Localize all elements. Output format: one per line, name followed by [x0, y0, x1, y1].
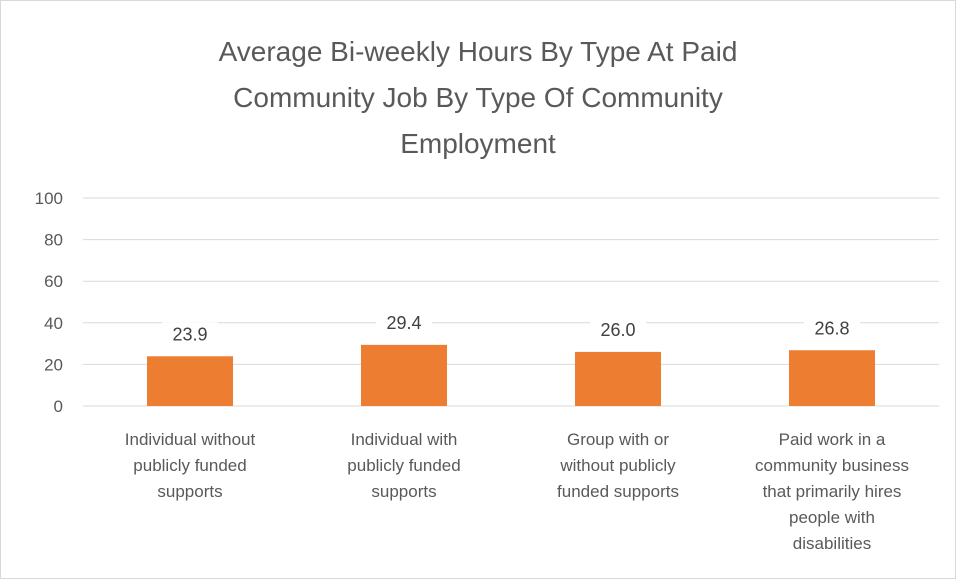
category-label: disabilities: [793, 534, 871, 553]
chart-title-line: Community Job By Type Of Community: [233, 82, 723, 113]
bar: [361, 344, 447, 406]
y-tick-label: 0: [54, 397, 63, 416]
data-label-background: [376, 310, 432, 335]
chart-title-line: Average Bi-weekly Hours By Type At Paid: [219, 36, 738, 67]
data-label-background: [590, 317, 646, 342]
category-label: Paid work in a: [779, 430, 886, 449]
data-label: 23.9: [172, 324, 207, 344]
data-label-background: [804, 316, 860, 341]
data-label: 26.0: [600, 320, 635, 340]
bar: [575, 351, 661, 406]
category-label: publicly funded: [347, 456, 460, 475]
y-axis-ticks: 0 20 40 60 80 100: [35, 189, 63, 416]
category-label: funded supports: [557, 482, 679, 501]
category-label: supports: [371, 482, 436, 501]
data-labels: 23.9 29.4 26.0 26.8: [162, 310, 860, 347]
data-label: 29.4: [386, 313, 421, 333]
y-tick-label: 100: [35, 189, 63, 208]
data-label-background: [162, 322, 218, 347]
category-label: Individual without: [125, 430, 256, 449]
y-tick-label: 60: [44, 272, 63, 291]
category-label: that primarily hires: [763, 482, 902, 501]
y-tick-label: 20: [44, 355, 63, 374]
bar: [147, 356, 233, 406]
chart-title-line: Employment: [400, 128, 556, 159]
category-label: Group with or: [567, 430, 669, 449]
category-label: Individual with: [351, 430, 458, 449]
data-label: 26.8: [814, 318, 849, 338]
y-tick-label: 80: [44, 231, 63, 250]
chart-title: Average Bi-weekly Hours By Type At Paid C…: [219, 36, 738, 159]
category-labels: Individual without publicly funded support…: [125, 430, 909, 553]
y-tick-label: 40: [44, 314, 63, 333]
bars: [147, 344, 875, 406]
category-label: publicly funded: [133, 456, 246, 475]
category-label: people with: [789, 508, 875, 527]
category-label: supports: [157, 482, 222, 501]
category-label: without publicly: [559, 456, 676, 475]
bar: [789, 350, 875, 406]
category-label: community business: [755, 456, 909, 475]
